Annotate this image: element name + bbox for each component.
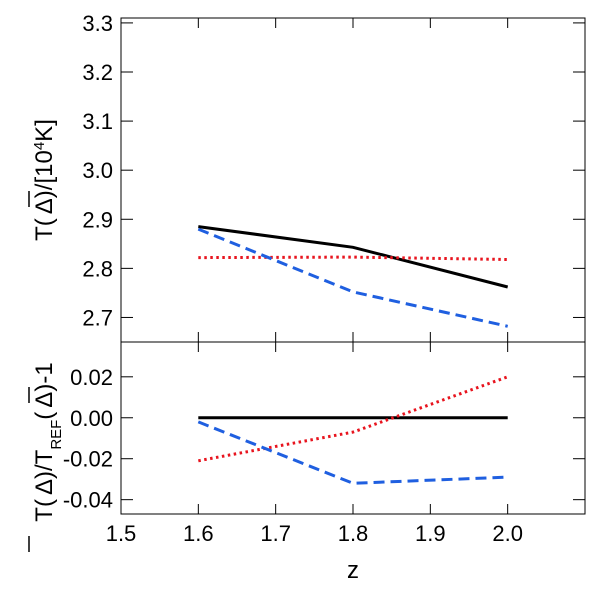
bottom-ylabel-pre: T( bbox=[31, 499, 58, 522]
top-series-solid-line bbox=[198, 225, 509, 289]
top-panel: 2.7 2.8 2.9 3.0 3.1 3.2 3.3 bbox=[82, 11, 586, 343]
top-y-tick-label: 3.2 bbox=[82, 60, 113, 85]
top-ylabel-pre: T( bbox=[31, 218, 58, 241]
bottom-panel: -0.04 -0.02 0.00 0.02 bbox=[63, 341, 586, 515]
top-ylabel-delta: Δ bbox=[31, 198, 58, 214]
top-y-axis-title: T( Δ)/[104K] bbox=[31, 119, 59, 241]
bottom-y-tick-label: 0.00 bbox=[70, 406, 113, 431]
bottom-ylabel-delta: Δ bbox=[31, 479, 58, 495]
bottom-y-tick-label: -0.04 bbox=[63, 488, 113, 513]
top-series-dotted-line bbox=[198, 255, 508, 261]
x-tick-label: 1.8 bbox=[338, 521, 369, 546]
bottom-series bbox=[197, 375, 509, 485]
top-ylabel-post: )/[10 bbox=[31, 150, 58, 198]
svg-text:T(Δ)/[104K]: T( Δ)/[104K] bbox=[31, 119, 59, 241]
bottom-ylabel-delta-2: Δ bbox=[31, 392, 58, 408]
bottom-y-axis-title: T(Δ)/TREF(Δ)-1 bbox=[31, 362, 65, 521]
x-tick-label: 1.6 bbox=[183, 521, 214, 546]
svg-text:T(Δ)/TREF(Δ)-1: T(Δ)/TREF(Δ)-1 bbox=[31, 362, 65, 521]
top-series-dashed-line bbox=[197, 227, 509, 328]
top-ylabel-exp: 4 bbox=[31, 142, 48, 150]
top-y-tick-label: 3.0 bbox=[82, 158, 113, 183]
bottom-ylabel-mid: )/T bbox=[31, 449, 58, 479]
top-y-tick-label: 2.9 bbox=[82, 207, 113, 232]
bottom-series-dotted-line bbox=[198, 375, 509, 463]
x-tick-label: 1.7 bbox=[260, 521, 291, 546]
top-y-tick-label: 2.7 bbox=[82, 305, 113, 330]
bottom-series-dashed-line bbox=[197, 420, 508, 485]
bottom-y-ticks: -0.04 -0.02 0.00 0.02 bbox=[63, 342, 585, 514]
top-y-tick-label: 3.1 bbox=[82, 109, 113, 134]
bottom-plot-frame bbox=[120, 341, 586, 515]
x-tick-label: 1.5 bbox=[106, 521, 137, 546]
top-ylabel-tail: K] bbox=[31, 119, 58, 142]
top-y-tick-label: 2.8 bbox=[82, 256, 113, 281]
top-y-tick-label: 3.3 bbox=[82, 11, 113, 36]
top-plot-frame bbox=[120, 17, 586, 343]
bottom-ylabel-tail: )-1 bbox=[31, 362, 58, 391]
bottom-ylabel-post: ( bbox=[31, 412, 58, 420]
top-series bbox=[197, 225, 509, 328]
x-tick-label: 2.0 bbox=[492, 521, 523, 546]
x-axis-title: z bbox=[347, 557, 359, 584]
bottom-y-tick-label: -0.02 bbox=[63, 447, 113, 472]
x-axis-ticks: 1.5 1.6 1.7 1.8 1.9 2.0 bbox=[106, 521, 523, 546]
x-tick-label: 1.9 bbox=[415, 521, 446, 546]
top-y-ticks: 2.7 2.8 2.9 3.0 3.1 3.2 3.3 bbox=[82, 11, 585, 342]
bottom-y-tick-label: 0.02 bbox=[70, 365, 113, 390]
bottom-ylabel-sub: REF bbox=[48, 420, 65, 450]
